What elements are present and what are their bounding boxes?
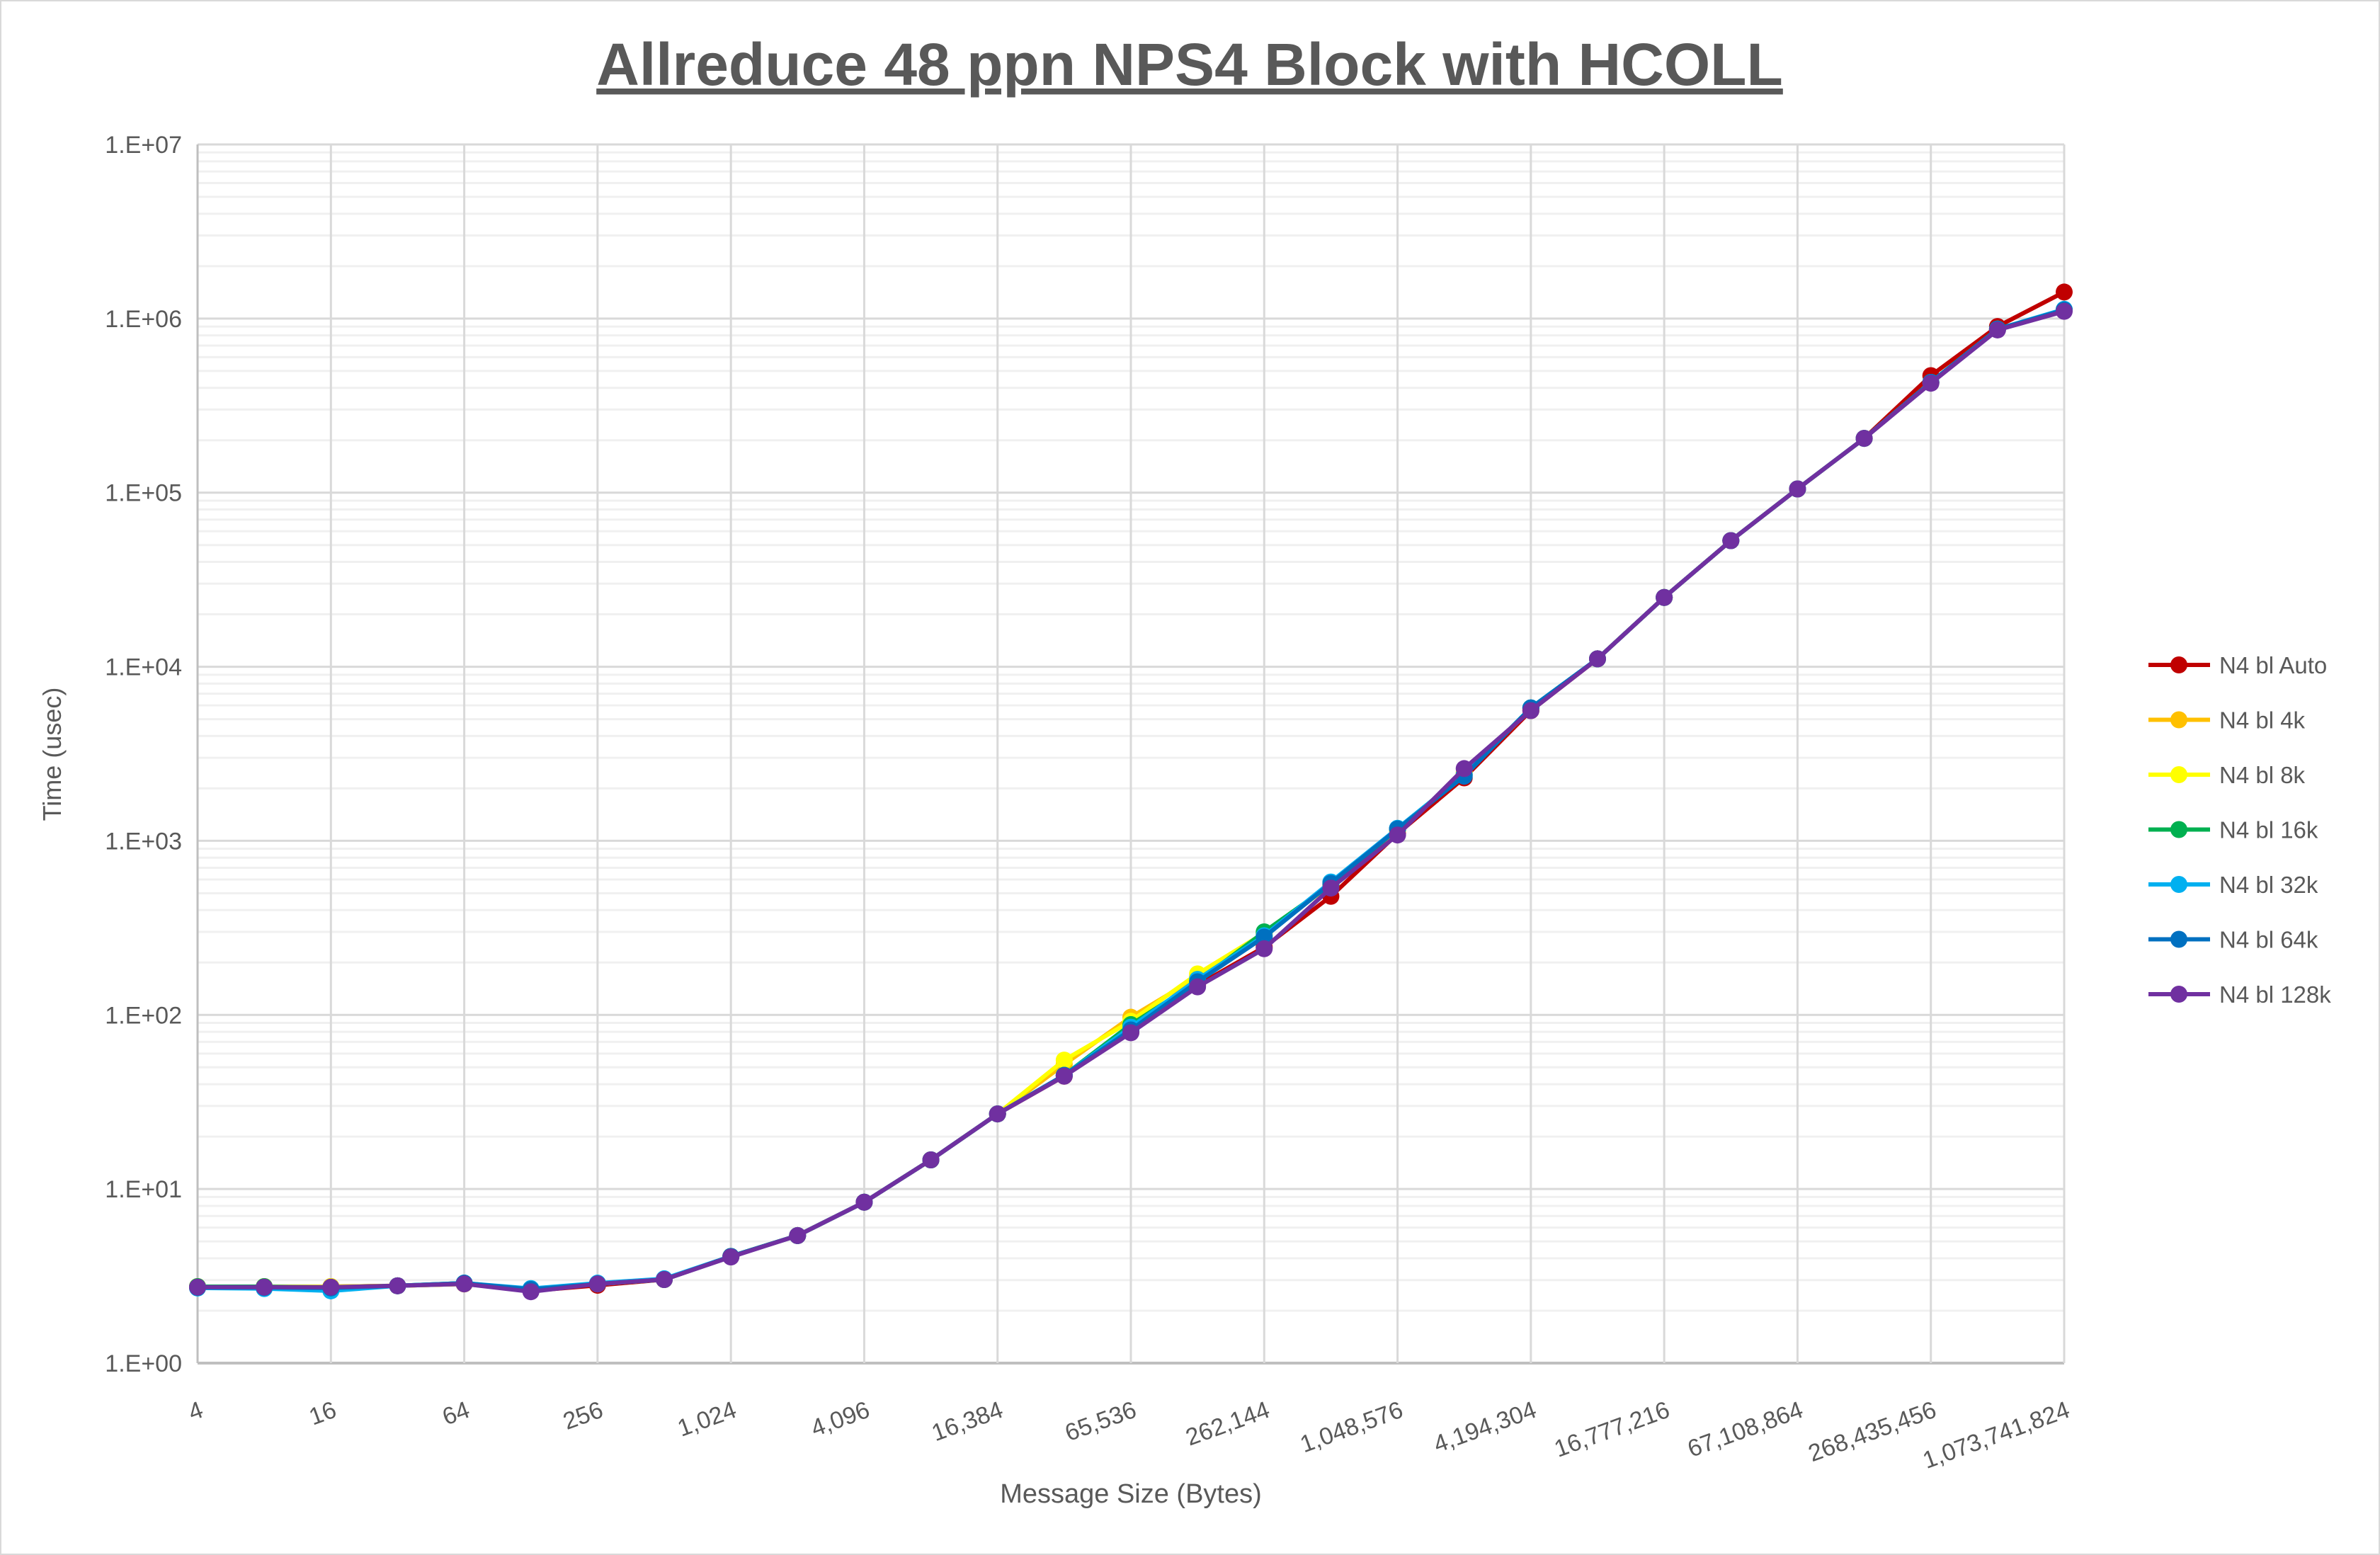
data-point xyxy=(789,1226,807,1244)
data-point xyxy=(1189,978,1207,996)
data-point xyxy=(656,1270,673,1288)
legend-marker xyxy=(2170,876,2187,893)
x-tick-label: 262,144 xyxy=(1183,1396,1273,1452)
x-tick-label: 67,108,864 xyxy=(1684,1396,1806,1463)
data-point xyxy=(1922,375,1940,392)
x-tick-label: 1,024 xyxy=(674,1396,740,1442)
legend-label: N4 bl 4k xyxy=(2219,707,2306,734)
x-tick-label: 64 xyxy=(439,1396,474,1431)
x-tick-label: 1,048,576 xyxy=(1297,1396,1406,1458)
data-point xyxy=(1988,321,2006,338)
data-point xyxy=(1789,480,1806,498)
x-tick-label: 4 xyxy=(185,1396,207,1426)
data-point xyxy=(1055,1052,1073,1069)
data-point xyxy=(922,1151,940,1169)
legend-marker xyxy=(2170,711,2187,729)
legend-label: N4 bl 64k xyxy=(2219,927,2318,953)
x-tick-label: 1,073,741,824 xyxy=(1919,1396,2073,1474)
data-point xyxy=(1256,928,1273,946)
x-tick-label: 16 xyxy=(305,1396,340,1431)
data-point xyxy=(989,1105,1006,1123)
y-tick-label: 1.E+07 xyxy=(105,132,182,159)
x-tick-label: 16,777,216 xyxy=(1551,1396,1673,1463)
legend-item: N4 bl 16k xyxy=(2148,817,2318,843)
y-tick-label: 1.E+02 xyxy=(105,1002,182,1029)
legend-label: N4 bl 128k xyxy=(2219,981,2331,1008)
data-point xyxy=(1055,1067,1073,1085)
legend-marker xyxy=(2170,656,2187,673)
y-tick-label: 1.E+00 xyxy=(105,1350,182,1377)
y-axis-ticks: 1.E+00 1.E+01 1.E+02 1.E+03 1.E+04 1.E+05 1.E+… xyxy=(105,132,182,1377)
legend-item: N4 bl 32k xyxy=(2148,872,2318,898)
y-axis-label: Time (usec) xyxy=(38,688,67,821)
x-tick-label: 4,194,304 xyxy=(1430,1396,1539,1458)
data-point xyxy=(722,1248,740,1266)
series-group xyxy=(189,283,2073,1301)
data-point xyxy=(1722,532,1740,549)
data-point xyxy=(1322,879,1340,897)
legend-label: N4 bl Auto xyxy=(2219,652,2327,678)
y-tick-label: 1.E+05 xyxy=(105,480,182,507)
legend-item: N4 bl 4k xyxy=(2148,707,2306,734)
data-point xyxy=(1389,826,1406,844)
data-point xyxy=(1122,1024,1139,1042)
legend-item: N4 bl 128k xyxy=(2148,981,2331,1008)
data-point xyxy=(322,1278,340,1296)
x-tick-label: 256 xyxy=(559,1396,606,1435)
data-point xyxy=(256,1278,273,1296)
data-point xyxy=(189,1278,206,1296)
data-point xyxy=(389,1277,406,1294)
data-point xyxy=(1522,702,1539,719)
series-n4-bl-128k xyxy=(189,302,2073,1301)
data-point xyxy=(1589,650,1606,668)
chart-title: Allreduce 48 ppn NPS4 Block with HCOLL xyxy=(596,31,1783,98)
x-axis-label: Message Size (Bytes) xyxy=(1000,1479,1262,1509)
data-point xyxy=(855,1193,873,1211)
data-point xyxy=(1256,940,1273,957)
legend-item: N4 bl 8k xyxy=(2148,762,2306,788)
data-point xyxy=(2056,302,2073,320)
legend-label: N4 bl 8k xyxy=(2219,762,2306,788)
data-point xyxy=(1855,430,1873,448)
x-tick-label: 65,536 xyxy=(1061,1396,1140,1447)
legend-marker xyxy=(2170,766,2187,783)
legend-item: N4 bl 64k xyxy=(2148,927,2318,953)
x-tick-label: 16,384 xyxy=(928,1396,1007,1447)
y-tick-label: 1.E+06 xyxy=(105,306,182,333)
x-axis-ticks: 4 16 64 256 1,024 4,096 16,384 65,536 262,144 1,0… xyxy=(185,1396,2073,1474)
legend-marker xyxy=(2170,821,2187,838)
data-point xyxy=(1656,588,1673,606)
data-point xyxy=(588,1275,606,1293)
x-tick-label: 4,096 xyxy=(807,1396,873,1442)
legend-item: N4 bl Auto xyxy=(2148,652,2327,678)
data-point xyxy=(1455,760,1473,778)
data-point xyxy=(522,1283,540,1301)
x-tick-label: 268,435,456 xyxy=(1805,1396,1940,1467)
y-tick-label: 1.E+03 xyxy=(105,828,182,855)
legend: N4 bl Auto N4 bl 4k N4 bl 8k N4 bl 16k N4 bl… xyxy=(2148,652,2331,1008)
legend-marker xyxy=(2170,986,2187,1003)
data-point xyxy=(455,1275,473,1293)
legend-label: N4 bl 16k xyxy=(2219,817,2318,843)
gridlines xyxy=(196,143,2066,1365)
data-point xyxy=(2056,283,2073,301)
legend-label: N4 bl 32k xyxy=(2219,872,2318,898)
y-tick-label: 1.E+01 xyxy=(105,1176,182,1203)
y-tick-label: 1.E+04 xyxy=(105,654,182,681)
legend-marker xyxy=(2170,930,2187,948)
